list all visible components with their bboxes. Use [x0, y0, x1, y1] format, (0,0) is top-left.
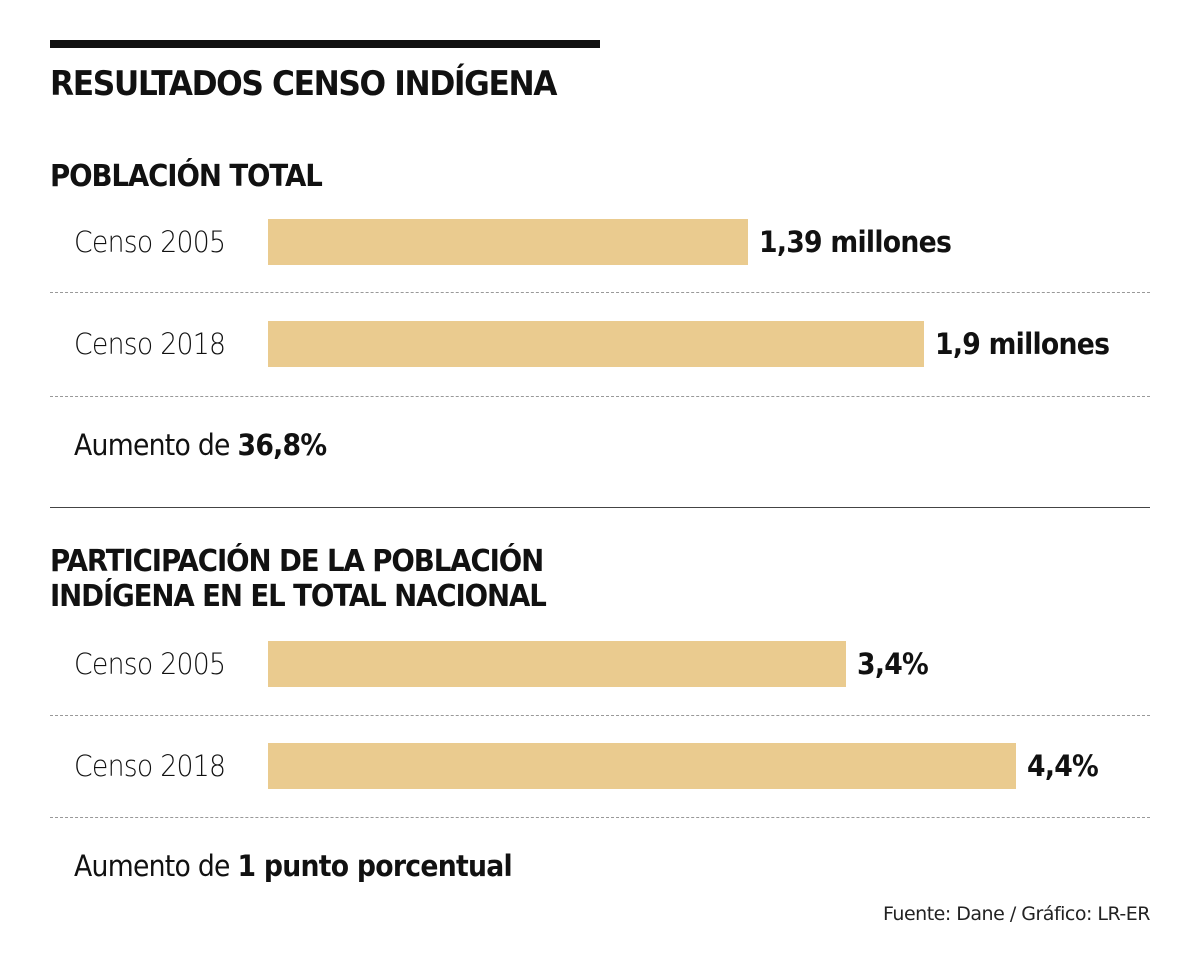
title-rule [50, 40, 600, 48]
chart-2-category-2018: Censo 2018 [74, 749, 226, 783]
chart-1-category-2018: Censo 2018 [74, 327, 226, 361]
chart-2-note: Aumento de 1 punto porcentual [74, 849, 513, 883]
chart-2-title-line-1: PARTICIPACIÓN DE LA POBLACIÓN [50, 544, 544, 579]
divider [50, 715, 1150, 716]
chart-2-label-2005: 3,4% [857, 647, 929, 681]
chart-2-title-line-2: INDÍGENA EN EL TOTAL NACIONAL [50, 579, 547, 614]
note-prefix: Aumento de [74, 428, 238, 462]
chart-1-title: POBLACIÓN TOTAL [50, 159, 323, 194]
note-value: 36,8% [237, 428, 327, 462]
section-divider [50, 507, 1150, 508]
source-credit: Fuente: Dane / Gráfico: LR-ER [883, 903, 1150, 925]
note-prefix: Aumento de [74, 849, 238, 883]
chart-1-bar-2005 [268, 219, 749, 265]
page-title: RESULTADOS CENSO INDÍGENA [50, 64, 557, 104]
chart-1-bar-2018 [268, 321, 925, 367]
divider [50, 396, 1150, 397]
divider [50, 292, 1150, 293]
divider [50, 817, 1150, 818]
note-value: 1 punto porcentual [237, 849, 512, 883]
chart-2-label-2018: 4,4% [1027, 749, 1099, 783]
chart-1-label-2018: 1,9 millones [935, 327, 1110, 361]
chart-2-bar-2018 [268, 743, 1016, 789]
chart-2-bar-2005 [268, 641, 846, 687]
chart-1-category-2005: Censo 2005 [74, 225, 226, 259]
chart-2-category-2005: Censo 2005 [74, 647, 226, 681]
chart-1-note: Aumento de 36,8% [74, 428, 327, 462]
chart-1-label-2005: 1,39 millones [759, 225, 952, 259]
